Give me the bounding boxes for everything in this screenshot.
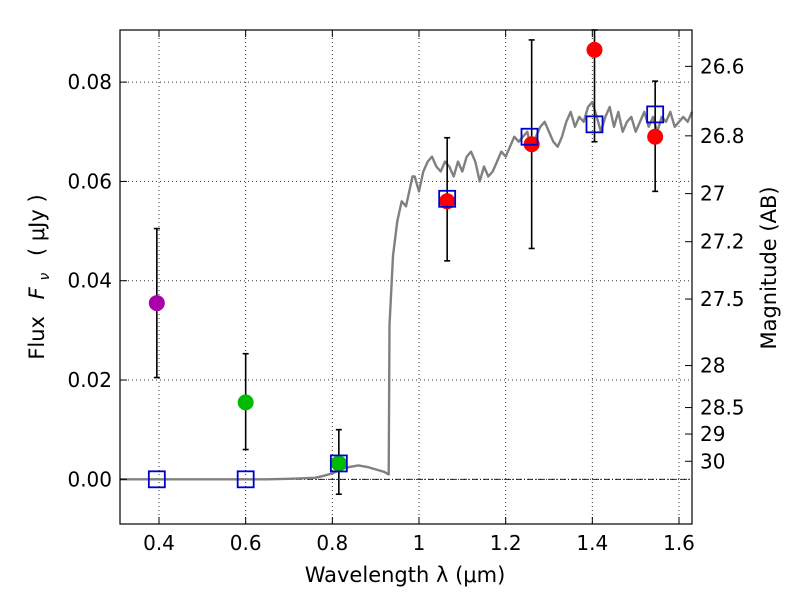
x-axis-label: Wavelength λ (μm) xyxy=(305,563,506,587)
x-tick-label: 0.8 xyxy=(316,531,348,555)
y-axis-label-unit: ( μJy ) xyxy=(25,194,49,256)
x-tick-label: 1.4 xyxy=(576,531,608,555)
plot-frame xyxy=(119,29,693,525)
right-tick-label: 28 xyxy=(700,354,725,378)
y-tick-label: 0.02 xyxy=(67,368,112,392)
grid xyxy=(120,30,692,524)
model-point xyxy=(438,189,457,208)
y-tick-label: 0.06 xyxy=(67,169,112,193)
model-point xyxy=(585,115,604,134)
observed-point xyxy=(330,455,347,472)
model-point xyxy=(646,105,665,124)
x-tick-label: 1 xyxy=(413,531,426,555)
right-tick-label: 29 xyxy=(700,422,725,446)
right-tick-label: 27 xyxy=(700,182,725,206)
right-tick-label: 30 xyxy=(700,449,725,473)
observed-points xyxy=(148,41,664,472)
y-axis-label-symbol: F xyxy=(25,286,49,299)
y-tick-label: 0.08 xyxy=(67,70,112,94)
right-tick-label: 26.6 xyxy=(700,54,745,78)
observed-point xyxy=(237,394,254,411)
y-axis-label: Flux F ν ( μJy ) xyxy=(25,194,54,359)
model-spectrum xyxy=(120,100,694,481)
right-tick-label: 27.5 xyxy=(700,287,745,311)
right-tick-label: 27.2 xyxy=(700,230,745,254)
x-tick-label: 0.6 xyxy=(230,531,262,555)
model-point xyxy=(329,454,348,473)
observed-point xyxy=(647,128,664,145)
right-tick-label: 26.8 xyxy=(700,124,745,148)
y-axis-label-subscript: ν xyxy=(37,273,53,281)
y-axis-label-prefix: Flux xyxy=(25,316,49,360)
model-photometry xyxy=(147,105,665,489)
observed-point xyxy=(148,295,165,312)
observed-point xyxy=(439,193,456,210)
x-tick-label: 1.2 xyxy=(490,531,522,555)
right-axis-label: Magnitude (AB) xyxy=(757,186,781,349)
model-point xyxy=(236,470,255,489)
x-tick-label: 1.6 xyxy=(663,531,695,555)
model-point xyxy=(147,470,166,489)
axis-ticks: 0.4 0.6 0.8 1 1.2 1.4 1.6 0.00 0.02 0.04 0.06 0.08 2… xyxy=(67,30,745,555)
y-tick-label: 0.00 xyxy=(67,467,112,491)
model-point xyxy=(520,127,539,146)
x-tick-label: 0.4 xyxy=(143,531,175,555)
observed-point xyxy=(586,41,603,58)
model-spectrum-line xyxy=(120,100,694,481)
right-tick-label: 28.5 xyxy=(700,396,745,420)
error-bars xyxy=(153,29,659,496)
y-tick-label: 0.04 xyxy=(67,269,112,293)
